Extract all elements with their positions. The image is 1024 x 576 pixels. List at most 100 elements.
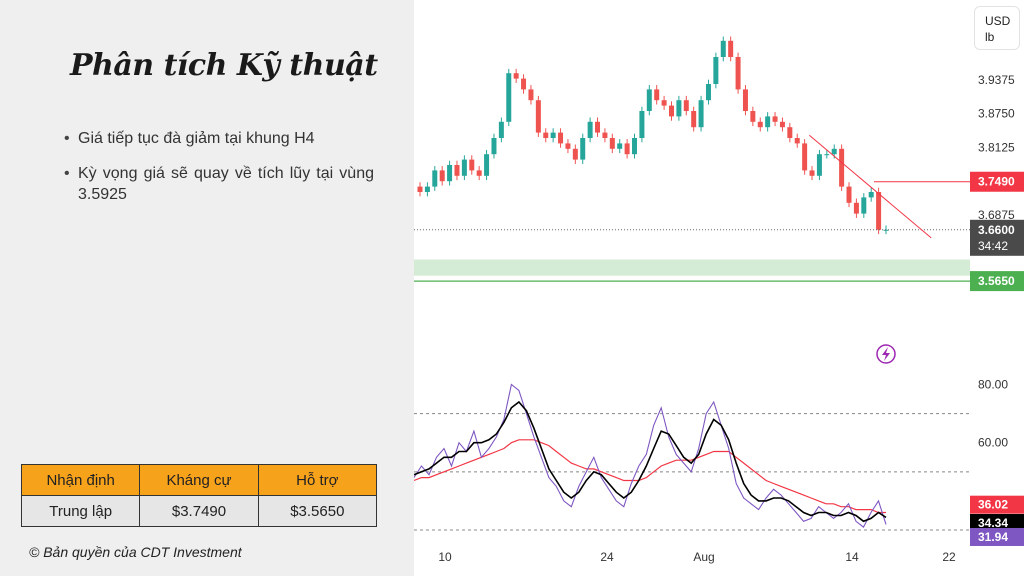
candle-body [528, 89, 534, 101]
candle-body [535, 100, 541, 133]
support-tag [970, 271, 1024, 292]
currency-selector[interactable]: USD lb [974, 6, 1020, 50]
analysis-bullets: • Giá tiếp tục đà giảm tại khung H4 • Kỳ v… [64, 128, 374, 219]
candle-body [720, 40, 726, 57]
candle-body [861, 197, 867, 214]
cell-support: $3.5650 [257, 495, 378, 527]
x-tick-label: 14 [845, 550, 859, 564]
candle-body [461, 159, 467, 176]
candle-body [580, 138, 586, 160]
candle-body [558, 132, 564, 144]
candle-body [705, 84, 711, 101]
bullet-dot-icon: • [64, 165, 70, 182]
candle-body [868, 192, 874, 198]
oscillator-tick-label: 80.00 [978, 378, 1008, 392]
candle-body [491, 138, 497, 155]
candle-body [698, 100, 704, 128]
price-tick-label: 3.8125 [978, 140, 1015, 154]
candle-body [668, 105, 674, 117]
candle-body [550, 132, 556, 138]
candle-body [691, 111, 697, 128]
summary-table: Nhận định Kháng cự Hỗ trợ Trung lập $3.7… [20, 464, 378, 527]
candle-body [831, 148, 837, 155]
candle-body [617, 143, 623, 149]
oscillator-fast-tag [970, 527, 1024, 546]
candle-body [750, 111, 756, 122]
price-tick-label: 3.9375 [978, 73, 1015, 87]
candle-body [816, 154, 822, 176]
bullet-dot-icon: • [64, 130, 70, 147]
cell-resistance: $3.7490 [139, 495, 259, 527]
candle-body [839, 148, 845, 187]
candle-body [794, 138, 800, 144]
cell-outlook: Trung lập [20, 495, 141, 527]
price-tick-label: 3.6875 [978, 208, 1015, 222]
candle-body [728, 40, 734, 57]
header-support: Hỗ trợ [257, 464, 378, 496]
countdown-label: 34:42 [978, 239, 1008, 253]
oscillator-ma-tag [970, 495, 1024, 514]
oscillator-fast-tag-label: 31.94 [978, 530, 1008, 544]
candle-body [846, 186, 852, 203]
chart-canvas[interactable]: 3.9375 3.8750 3.8125 3.6875 3.7490 3.5650 3.66… [414, 0, 1024, 576]
lightning-icon-bolt [882, 347, 890, 361]
candle-body [454, 165, 460, 176]
candle-body [624, 143, 630, 155]
candle-body [602, 132, 608, 138]
candle-body [802, 143, 808, 171]
candle-body [439, 170, 445, 182]
support-tag-label: 3.5650 [978, 274, 1015, 288]
bullet-text: Kỳ vọng giá sẽ quay về tích lũy tại vùng… [78, 165, 374, 203]
candle-body [779, 121, 785, 128]
price-chart[interactable]: 3.9375 3.8750 3.8125 3.6875 3.7490 3.5650 3.66… [414, 0, 1024, 576]
candle-body [521, 78, 527, 90]
analysis-panel: Phân tích Kỹ thuật • Giá tiếp tục đà giảm… [0, 0, 414, 576]
candle-body [765, 116, 771, 128]
candle-body [565, 143, 571, 149]
oscillator-tick-label: 60.00 [978, 436, 1008, 450]
candle-body [543, 132, 549, 138]
header-outlook: Nhận định [20, 464, 141, 496]
price-tick-label: 3.8750 [978, 107, 1015, 121]
candle-body [876, 192, 882, 230]
x-tick-label: Aug [693, 550, 714, 564]
oscillator-signal-tag [970, 514, 1024, 533]
candle-body [809, 170, 815, 176]
table-row: Trung lập $3.7490 $3.5650 [20, 495, 378, 527]
candle-body [742, 89, 748, 111]
candle-body [713, 57, 719, 84]
candle-body [676, 100, 682, 117]
table-header-row: Nhận định Kháng cự Hỗ trợ [20, 464, 378, 496]
bullet-item: • Giá tiếp tục đà giảm tại khung H4 [64, 128, 374, 149]
candle-body [447, 165, 453, 182]
current-price-tag [970, 219, 1024, 256]
candle-body [654, 89, 660, 101]
candle-body [432, 170, 438, 187]
oscillator-signal-line [414, 400, 887, 523]
currency-label: USD [985, 14, 1011, 28]
resistance-tag-label: 3.7490 [978, 175, 1015, 189]
candle-body [787, 127, 793, 138]
resistance-tag [970, 171, 1024, 192]
current-price-label: 3.6600 [978, 223, 1015, 237]
candle-body [498, 121, 504, 138]
candle-body [424, 186, 430, 192]
x-tick-label: 24 [600, 550, 614, 564]
candle-body [469, 159, 475, 171]
candle-body [757, 121, 763, 128]
candle-body [587, 121, 593, 138]
candle-body [595, 121, 601, 133]
unit-label: lb [985, 30, 995, 44]
candle-body [683, 100, 689, 111]
candle-body [513, 73, 519, 79]
candle-body [632, 138, 638, 155]
oscillator-signal-tag-label: 34.34 [978, 516, 1008, 530]
copyright: © Bản quyền của CDT Investment [29, 544, 242, 560]
oscillator-fast-line [414, 383, 887, 528]
bullet-item: • Kỳ vọng giá sẽ quay về tích lũy tại vùn… [64, 163, 374, 205]
candle-body [661, 100, 667, 106]
candle-body [609, 138, 615, 149]
candle-body [417, 186, 423, 192]
candle-body [572, 148, 578, 160]
candle-body [639, 111, 645, 138]
